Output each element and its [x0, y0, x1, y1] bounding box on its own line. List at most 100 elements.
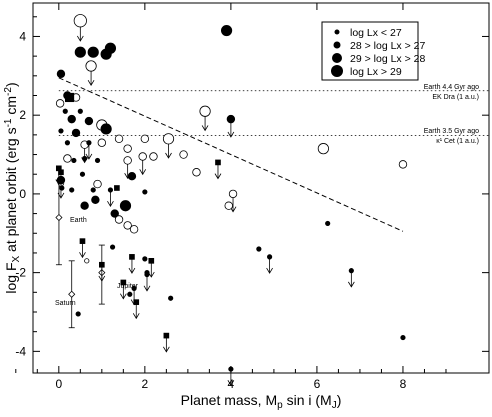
legend-marker — [331, 65, 343, 77]
upper-limit-arrowhead — [201, 125, 209, 132]
legend-label: log Lx > 29 — [350, 66, 402, 78]
data-point — [109, 244, 116, 250]
data-point — [93, 179, 102, 189]
data-point-square — [99, 261, 105, 268]
upper-limit-arrowhead — [147, 271, 155, 278]
ref-label-2b: κ¹ Cet (1 a.u.) — [436, 138, 479, 145]
data-point — [114, 134, 124, 143]
data-point — [86, 140, 92, 146]
data-point — [77, 108, 83, 114]
data-point — [127, 171, 137, 181]
data-point — [127, 291, 133, 297]
x-tick-label: 2 — [142, 377, 149, 391]
upper-limit-arrowhead — [128, 267, 136, 274]
data-point — [168, 295, 174, 301]
data-point — [348, 268, 354, 274]
data-point — [119, 200, 132, 212]
data-point — [67, 114, 76, 124]
data-point — [84, 116, 94, 126]
trend-line — [58, 77, 404, 232]
data-point — [123, 144, 132, 153]
legend-marker — [333, 41, 341, 49]
data-point-square — [58, 169, 64, 176]
data-point — [131, 285, 137, 291]
legend-label: 28 > log Lx > 27 — [350, 40, 425, 52]
upper-limit-arrowhead — [79, 252, 86, 259]
upper-limit-arrowhead — [132, 313, 140, 320]
data-point — [55, 99, 65, 108]
upper-limit-arrowhead — [57, 192, 65, 199]
upper-limit-arrowhead — [107, 200, 114, 207]
data-point-square — [215, 159, 221, 166]
upper-limit-arrowhead — [130, 299, 138, 306]
data-point — [144, 271, 150, 278]
x-tick-label: 8 — [400, 377, 407, 391]
data-point-square — [148, 257, 155, 264]
upper-limit-arrowhead — [163, 346, 170, 353]
data-point — [64, 140, 71, 146]
data-point — [107, 187, 114, 193]
upper-limit-arrowhead — [227, 380, 235, 387]
data-point-square — [64, 92, 75, 103]
data-point — [224, 201, 233, 210]
data-points — [55, 14, 408, 387]
data-point-square — [120, 279, 127, 286]
data-point-square — [114, 185, 120, 191]
data-point — [199, 105, 211, 117]
data-point — [226, 114, 236, 124]
data-point — [74, 46, 86, 58]
data-point — [114, 215, 124, 224]
ref-label-2a: Earth 3.5 Gyr ago — [424, 128, 479, 135]
data-point — [192, 168, 201, 177]
data-point — [142, 189, 148, 195]
data-point — [97, 138, 107, 147]
upper-limit-arrowhead — [266, 267, 273, 274]
data-point-square — [129, 254, 135, 260]
data-point — [94, 157, 101, 164]
data-point — [71, 157, 77, 164]
data-point — [267, 254, 273, 260]
y-tick-label: -2 — [15, 266, 26, 280]
y-tick-label: -4 — [15, 344, 26, 358]
x-tick-label: 0 — [55, 377, 62, 391]
data-point — [71, 128, 81, 138]
ref-label-1b: EK Dra (1 a.u.) — [432, 94, 479, 101]
upper-limit-arrowhead — [98, 275, 106, 282]
data-point — [79, 171, 86, 177]
y-tick-label: 2 — [19, 108, 26, 122]
upper-limit-arrowhead — [347, 281, 355, 288]
upper-limit-arrowhead — [76, 35, 84, 42]
upper-limit-arrowhead — [57, 183, 65, 190]
legend-label: 29 > log Lx > 28 — [350, 53, 425, 65]
data-point — [85, 60, 97, 72]
data-point — [317, 143, 329, 155]
data-point — [162, 133, 175, 145]
data-point — [90, 187, 96, 193]
upper-limit-arrowhead — [119, 293, 127, 300]
data-point — [325, 220, 331, 227]
data-point — [63, 154, 72, 163]
data-point — [256, 246, 262, 252]
data-point — [104, 42, 117, 54]
upper-limit-arrowhead — [227, 131, 235, 138]
data-point — [73, 14, 87, 28]
label-earth: Earth — [70, 217, 87, 224]
data-point — [91, 195, 100, 205]
legend: log Lx < 27 28 > log Lx > 27 29 > log Lx… — [321, 21, 425, 81]
data-point — [82, 155, 88, 162]
legend-marker — [334, 29, 340, 35]
data-point — [84, 258, 90, 264]
y-axis-title: log FX at planet orbit (erg s-1 cm-2) — [3, 82, 22, 293]
data-point-square — [79, 238, 86, 244]
x-tick-label: 6 — [314, 377, 321, 391]
data-point — [149, 152, 158, 161]
data-point — [138, 152, 147, 161]
data-point-square — [163, 332, 170, 339]
data-point — [228, 366, 234, 372]
planet-marker — [55, 213, 63, 222]
label-jupiter: Jupiter — [117, 283, 139, 290]
data-point — [398, 160, 408, 169]
planet-marker — [68, 290, 76, 298]
data-point — [228, 189, 238, 199]
